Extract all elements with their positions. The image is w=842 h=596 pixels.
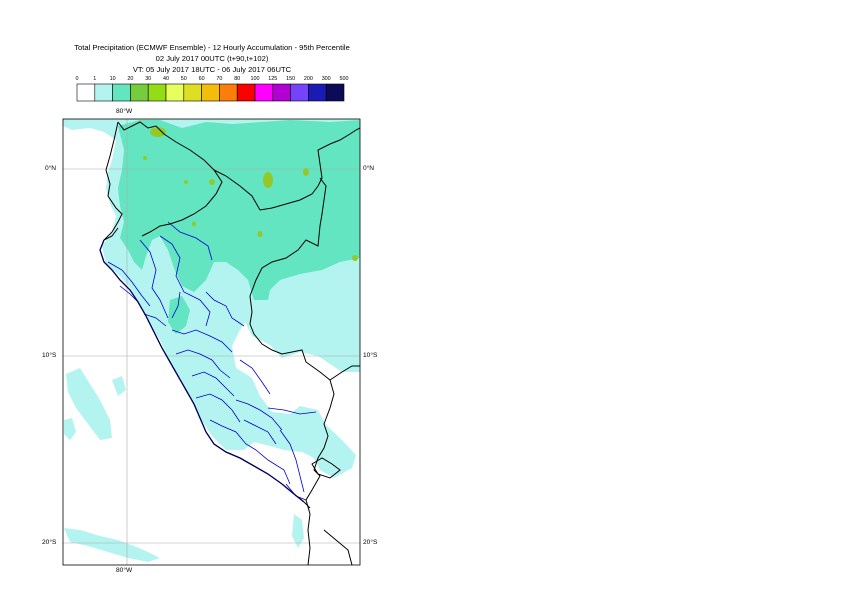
lat-label-left-20: 20°S [42,539,57,546]
precip-medium-patch [168,296,190,334]
lat-label-right-0: 0°N [363,165,375,172]
legend-tick-label: 30 [145,76,151,82]
legend-tick-label: 300 [322,76,331,82]
valid-time: VT: 05 July 2017 18UTC - 06 July 2017 06… [132,65,292,74]
lat-label-left-10: 10°S [42,352,57,359]
legend-tick-label: 0 [76,76,79,82]
legend-swatch [325,83,345,102]
lat-label-right-20: 20°S [363,539,378,546]
lat-label-right-10: 10°S [363,352,378,359]
legend-tick-label: 100 [251,76,260,82]
region-borders [107,221,317,501]
lat-label-left-0: 0°N [45,165,57,172]
lon-label-bottom: 80°W [116,567,133,574]
legend-tick-label: 200 [304,76,313,82]
map-title: Total Precipitation (ECMWF Ensemble) - 1… [74,43,350,52]
graticule [63,119,360,565]
legend-tick-label: 20 [127,76,133,82]
precip-heavy-patches [143,127,358,261]
legend-tick-label: 70 [216,76,222,82]
legend-tick-label: 10 [110,76,116,82]
coastline [99,239,305,503]
legend-tick-label: 50 [181,76,187,82]
legend-tick-label: 40 [163,76,169,82]
map-frame [62,118,361,566]
legend-tick-label: 500 [340,76,349,82]
legend-tick-label: 60 [199,76,205,82]
ocean-precip-patches [64,368,304,562]
lon-label-top: 80°W [116,108,133,115]
run-date: 02 July 2017 00UTC (t+90,t+102) [155,54,269,63]
legend-tick-label: 125 [268,76,277,82]
legend-tick-label: 150 [286,76,295,82]
legend-tick-label: 80 [234,76,240,82]
legend-tick-label: 1 [93,76,96,82]
